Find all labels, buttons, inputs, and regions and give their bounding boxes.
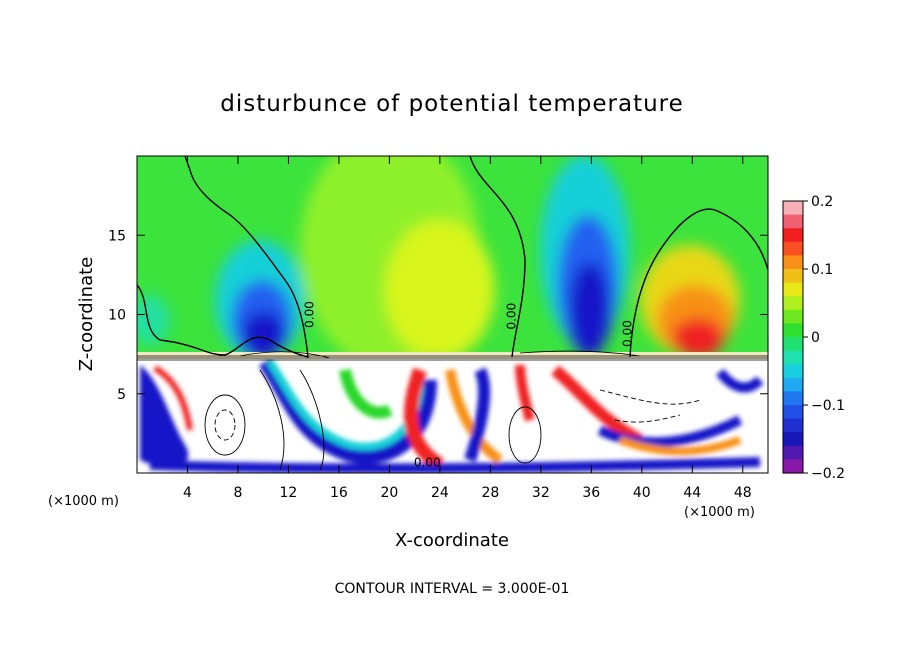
contour-label: 0.00 [303,301,317,328]
colorbar-segment [783,201,803,216]
colorbar-segment [783,228,803,243]
x-tick-label: 4 [183,485,192,501]
field-darkblue-left [242,311,286,359]
colorbar-segment [783,432,803,447]
x-tick-label: 48 [734,485,752,501]
colorbar-segment [783,269,803,284]
y-tick-label: 5 [117,387,126,403]
x-unit-right: (×1000 m) [684,505,755,520]
interface-contours [137,350,768,361]
colorbar-segment [783,459,803,474]
contour-label: 0.00 [505,303,519,330]
x-tick-label: 32 [532,485,550,501]
colorbar-ticks: 0.2 0.1 0 −0.1 −0.2 [803,194,845,482]
contour-labels: 0.00 0.00 0.00 0.00 [303,301,635,470]
lower-blob-7 [445,369,503,465]
x-tick-label: 40 [633,485,651,501]
colorbar-segment [783,337,803,352]
lower-blob-14 [716,368,764,393]
colorbar-tick-label: −0.2 [811,466,845,482]
lower-field [140,358,764,473]
x-tick-label: 24 [431,485,449,501]
colorbar-segment [783,296,803,311]
y-tick-label: 15 [108,228,126,244]
x-tick-label: 44 [683,485,701,501]
contour-interval-note: CONTOUR INTERVAL = 3.000E-01 [335,581,570,597]
lower-blob-6 [404,367,445,471]
colorbar-segment [783,241,803,256]
colorbar-segment [783,405,803,420]
lower-blob-13 [149,457,761,473]
colorbar-segment [783,445,803,460]
colorbar-segment [783,364,803,379]
y-axis: 5 10 15 [108,228,768,403]
x-tick-label: 8 [233,485,242,501]
plot-area: 0.00 0.00 0.00 0.00 [137,156,768,473]
field-red-right [672,318,724,358]
x-tick-label: 12 [280,485,298,501]
contour-label: 0.00 [621,320,635,347]
colorbar-tick-label: −0.1 [811,398,845,414]
lower-contours [204,369,701,471]
lower-blob-2 [153,365,193,431]
x-axis: 4 8 12 16 20 24 28 32 36 40 44 48 [183,156,752,501]
chart-title: disturbunce of potential temperature [220,91,684,117]
x-tick-label: 28 [481,485,499,501]
lower-blob-1 [140,365,189,467]
lower-blob-10 [551,365,643,446]
upper-field [137,156,740,370]
colorbar-segment [783,350,803,365]
colorbar-tick-label: 0.1 [811,262,833,278]
colorbar-segment [783,323,803,338]
lower-blob-5 [339,368,393,419]
x-unit-left: (×1000 m) [48,494,119,509]
colorbar-segment [783,377,803,392]
x-axis-label: X-coordinate [395,530,509,551]
lower-blob-3 [259,358,437,464]
colorbar-segment [783,309,803,324]
x-tick-label: 16 [330,485,348,501]
colorbar-segment [783,255,803,270]
y-tick-label: 10 [108,308,126,324]
colorbar [783,201,803,474]
colorbar-segment [783,391,803,406]
colorbar-tick-label: 0 [811,330,820,346]
colorbar-tick-label: 0.2 [811,194,833,210]
zero-contour-upper [137,156,768,358]
field-cyan-far-left [137,295,170,345]
lower-blob-11 [597,415,743,448]
field-darkblue-right [570,262,610,358]
contour-label: 0.00 [414,456,441,470]
interface-band [137,352,768,359]
x-tick-label: 20 [380,485,398,501]
colorbar-segment [783,282,803,297]
colorbar-segment [783,214,803,229]
x-tick-label: 36 [582,485,600,501]
colorbar-segment [783,418,803,433]
lower-blob-12 [618,436,742,456]
lower-blob-8 [464,367,491,462]
lower-blob-9 [515,364,535,422]
field-yellow-1 [385,220,495,360]
y-axis-label: Z-coordinate [76,257,97,372]
